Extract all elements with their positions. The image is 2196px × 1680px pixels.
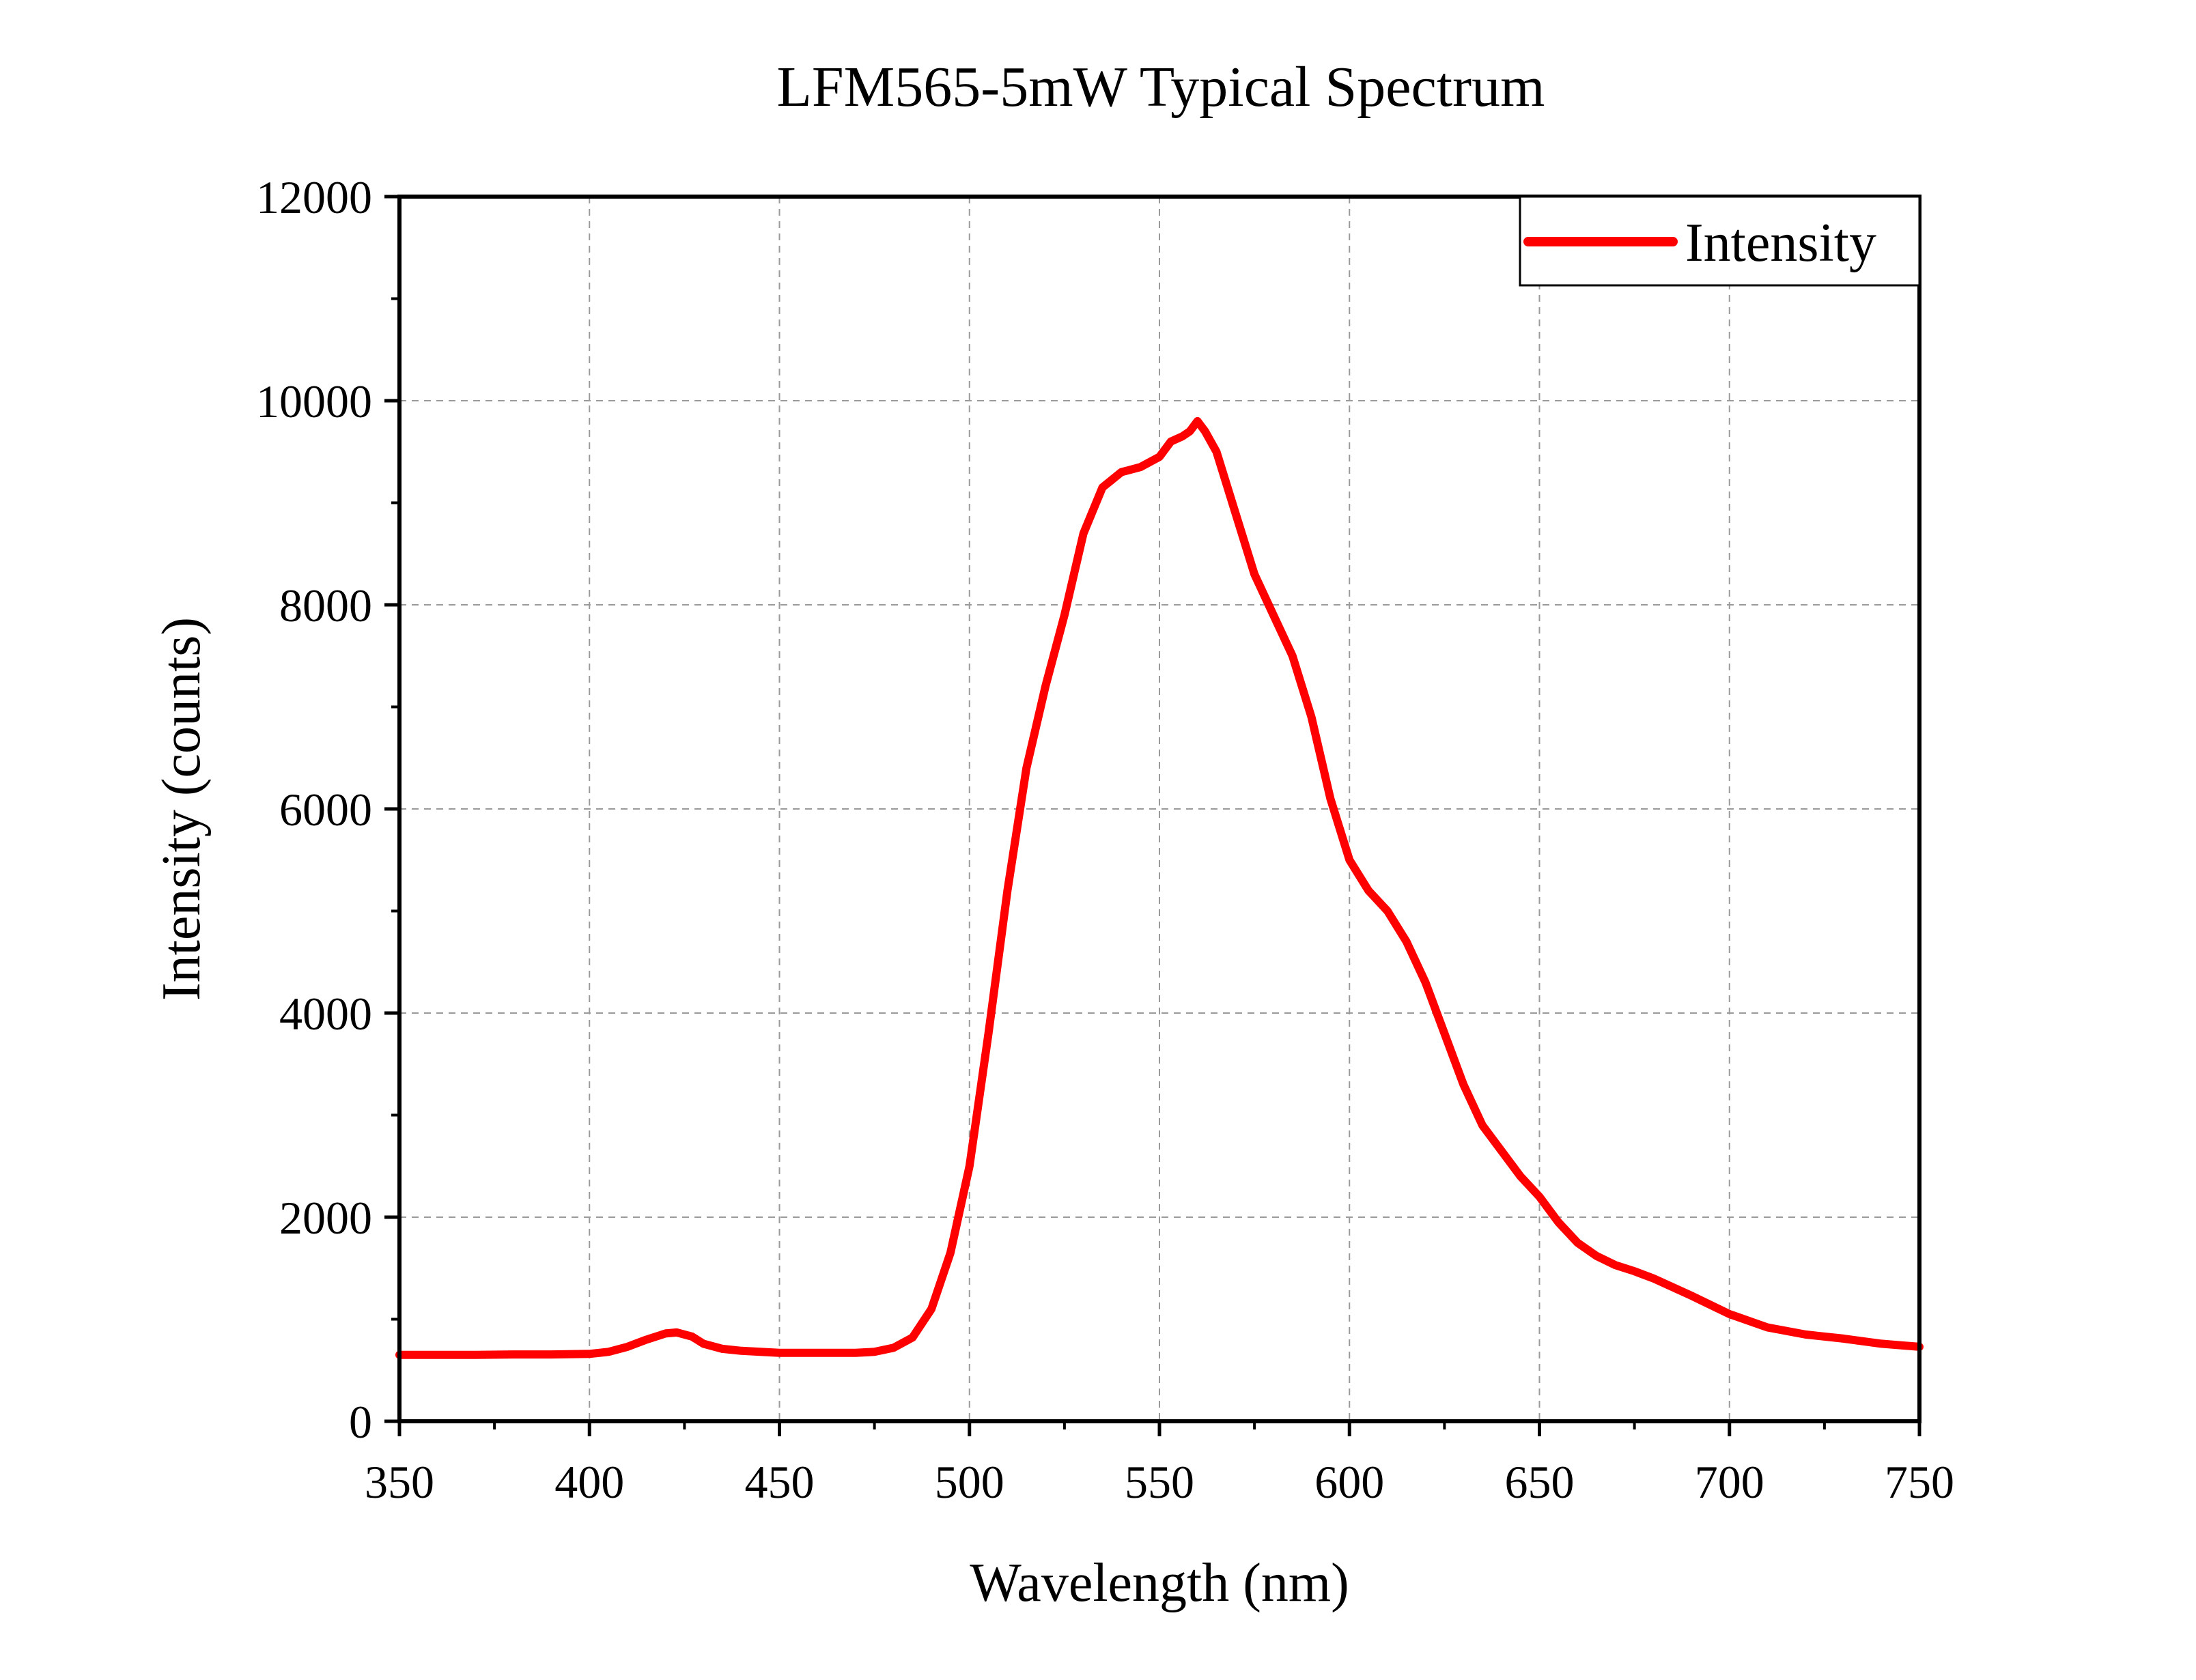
y-tick-label: 6000	[279, 784, 372, 836]
y-axis-title: Intensity (counts)	[152, 617, 212, 1001]
chart-title: LFM565-5mW Typical Spectrum	[777, 55, 1545, 119]
y-tick-label: 4000	[279, 988, 372, 1040]
x-axis-title: Wavelength (nm)	[970, 1553, 1349, 1613]
x-tick-label: 350	[365, 1456, 434, 1508]
series-line-intensity	[395, 416, 1924, 1359]
x-tick-label: 600	[1314, 1456, 1384, 1508]
series-layer	[395, 416, 1924, 1359]
y-tick-label: 2000	[279, 1192, 372, 1244]
y-tick-label: 8000	[279, 580, 372, 631]
x-tick-label: 650	[1505, 1456, 1575, 1508]
y-tick-label: 12000	[256, 171, 372, 223]
grid-lines	[399, 197, 1919, 1421]
x-tick-label: 750	[1885, 1456, 1954, 1508]
x-tick-label: 450	[745, 1456, 815, 1508]
legend-label: Intensity	[1685, 213, 1876, 273]
y-tick-label: 0	[349, 1396, 372, 1448]
y-tick-label: 10000	[256, 375, 372, 427]
x-tick-label: 400	[554, 1456, 624, 1508]
legend: Intensity	[1519, 195, 1921, 287]
x-tick-labels: 350 400 450 500 550 600 650 700 750	[365, 1456, 1954, 1508]
x-tick-label: 700	[1695, 1456, 1764, 1508]
y-tick-labels: 0 2000 4000 6000 8000 10000 12000	[256, 171, 372, 1448]
x-tick-label: 500	[935, 1456, 1004, 1508]
x-tick-label: 550	[1125, 1456, 1194, 1508]
axis-ticks	[384, 195, 1922, 1436]
